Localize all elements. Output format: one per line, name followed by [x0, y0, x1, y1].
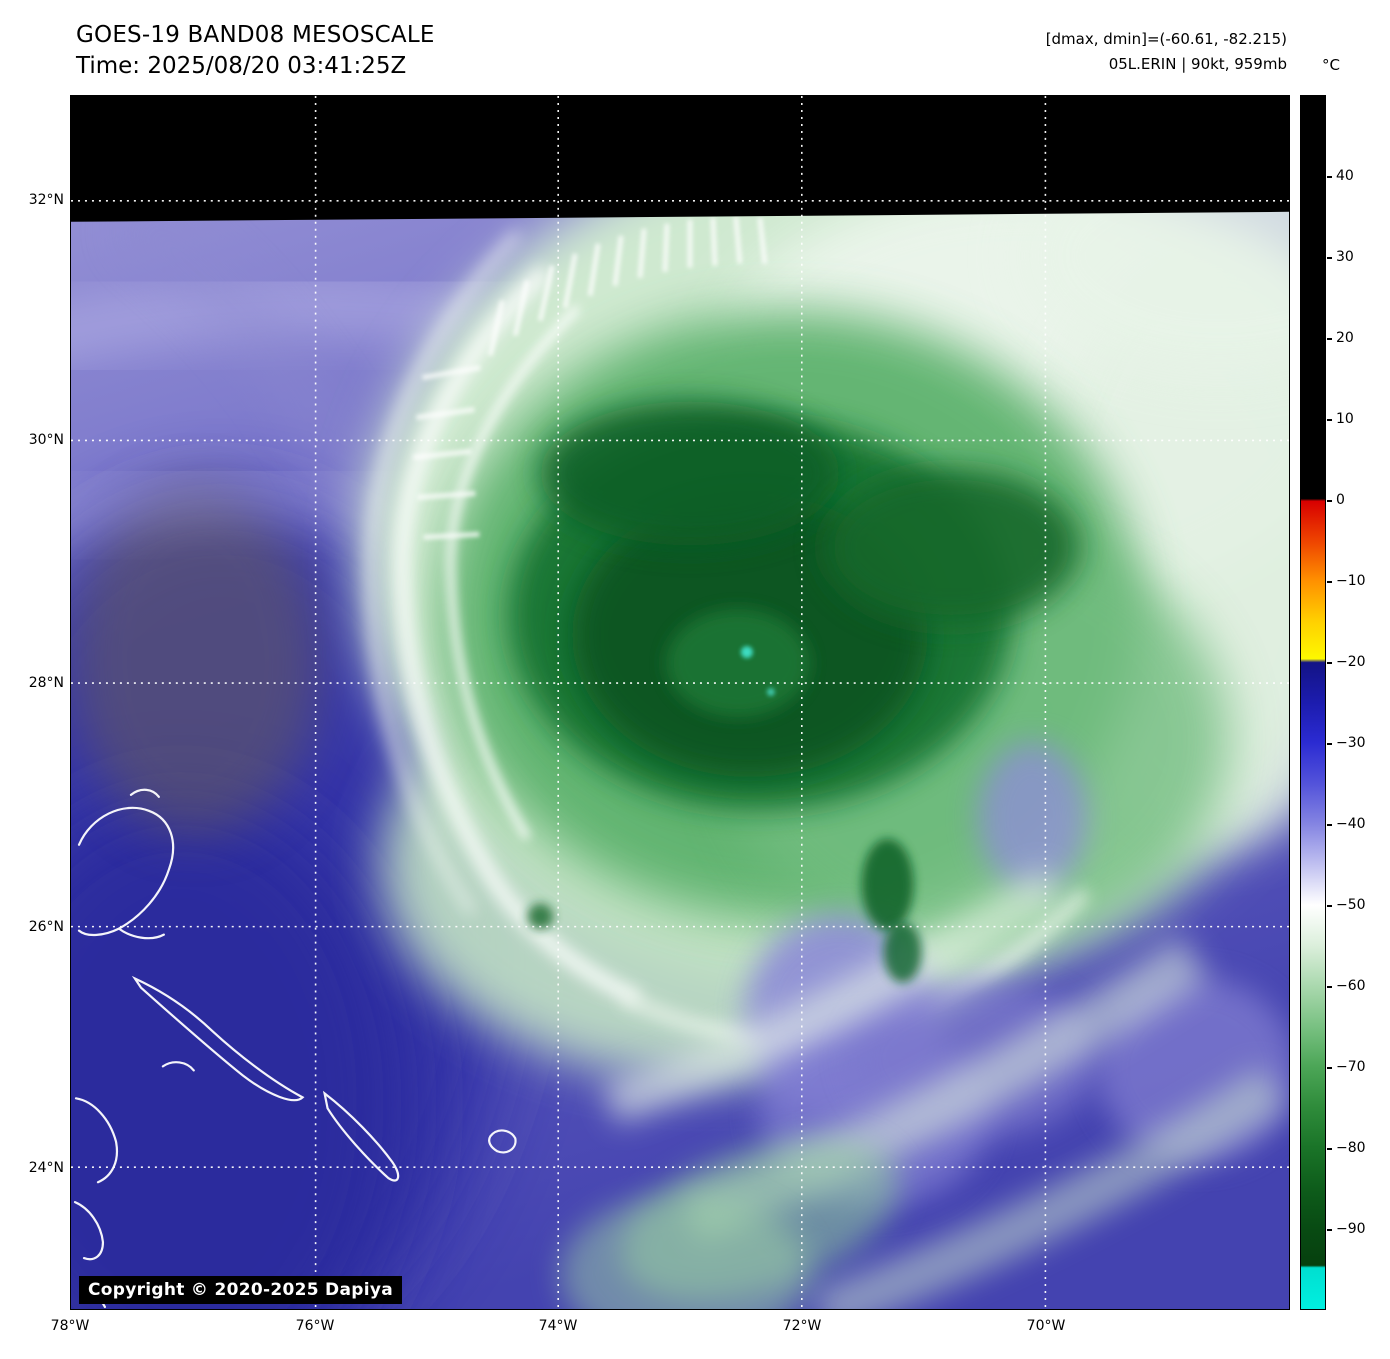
dmax-dmin-readout: [dmax, dmin]=(-60.61, -82.215) — [1045, 30, 1287, 48]
lat-label-24n: 24°N — [28, 1160, 64, 1176]
colorbar-tick-label: −30 — [1336, 735, 1366, 751]
colorbar-tick-label: −20 — [1336, 654, 1366, 670]
colorbar-tick-label: 30 — [1336, 249, 1354, 265]
satellite-map: Copyright © 2020-2025 Dapiya — [70, 95, 1290, 1310]
colorbar-tick-label: 40 — [1336, 168, 1354, 184]
southern-moisture-bands — [527, 741, 1289, 1309]
colorbar-tick-label: −90 — [1336, 1221, 1366, 1237]
colorbar-tick — [1327, 743, 1332, 745]
colorbar-tick-label: 0 — [1336, 492, 1345, 508]
colorbar-tick — [1327, 581, 1332, 583]
figure-timestamp: Time: 2025/08/20 03:41:25Z — [76, 53, 407, 79]
water-vapor-image — [71, 96, 1289, 1309]
colorbar-tick — [1327, 176, 1332, 178]
colorbar-tick — [1327, 1067, 1332, 1069]
colorbar-tick-label: −80 — [1336, 1140, 1366, 1156]
colorbar-tick — [1327, 986, 1332, 988]
colorbar-tick — [1327, 500, 1332, 502]
colorbar-gradient — [1300, 95, 1326, 1310]
colorbar-unit-label: °C — [1322, 56, 1340, 74]
scan-edge-band — [71, 96, 1289, 222]
colorbar-tick — [1327, 1229, 1332, 1231]
lon-label-74w: 74°W — [538, 1318, 578, 1334]
storm-info: 05L.ERIN | 90kt, 959mb — [1108, 55, 1287, 73]
lat-label-28n: 28°N — [28, 675, 64, 691]
colorbar-tick-label: −50 — [1336, 897, 1366, 913]
colorbar-tick — [1327, 1148, 1332, 1150]
lon-label-70w: 70°W — [1026, 1318, 1066, 1334]
colorbar-tick-label: −60 — [1336, 978, 1366, 994]
lon-label-78w: 78°W — [50, 1318, 90, 1334]
latlon-grid — [71, 96, 1289, 1309]
colorbar-tick — [1327, 824, 1332, 826]
colorbar-tick-label: −70 — [1336, 1059, 1366, 1075]
lon-label-76w: 76°W — [295, 1318, 335, 1334]
colorbar-tick — [1327, 419, 1332, 421]
colorbar-tick-label: −10 — [1336, 573, 1366, 589]
colorbar-tick — [1327, 662, 1332, 664]
colorbar-tick-label: 10 — [1336, 411, 1354, 427]
colorbar-tick-label: −40 — [1336, 816, 1366, 832]
lon-label-72w: 72°W — [782, 1318, 822, 1334]
lat-label-32n: 32°N — [28, 192, 64, 208]
lat-label-26n: 26°N — [28, 919, 64, 935]
copyright-label: Copyright © 2020-2025 Dapiya — [79, 1276, 402, 1304]
colorbar-tick — [1327, 338, 1332, 340]
gravity-wave-ripples — [413, 216, 768, 540]
lat-label-30n: 30°N — [28, 432, 64, 448]
figure-title: GOES-19 BAND08 MESOSCALE — [76, 22, 435, 48]
colorbar-tick — [1327, 257, 1332, 259]
colorbar-tick-label: 20 — [1336, 330, 1354, 346]
colorbar-tick — [1327, 905, 1332, 907]
